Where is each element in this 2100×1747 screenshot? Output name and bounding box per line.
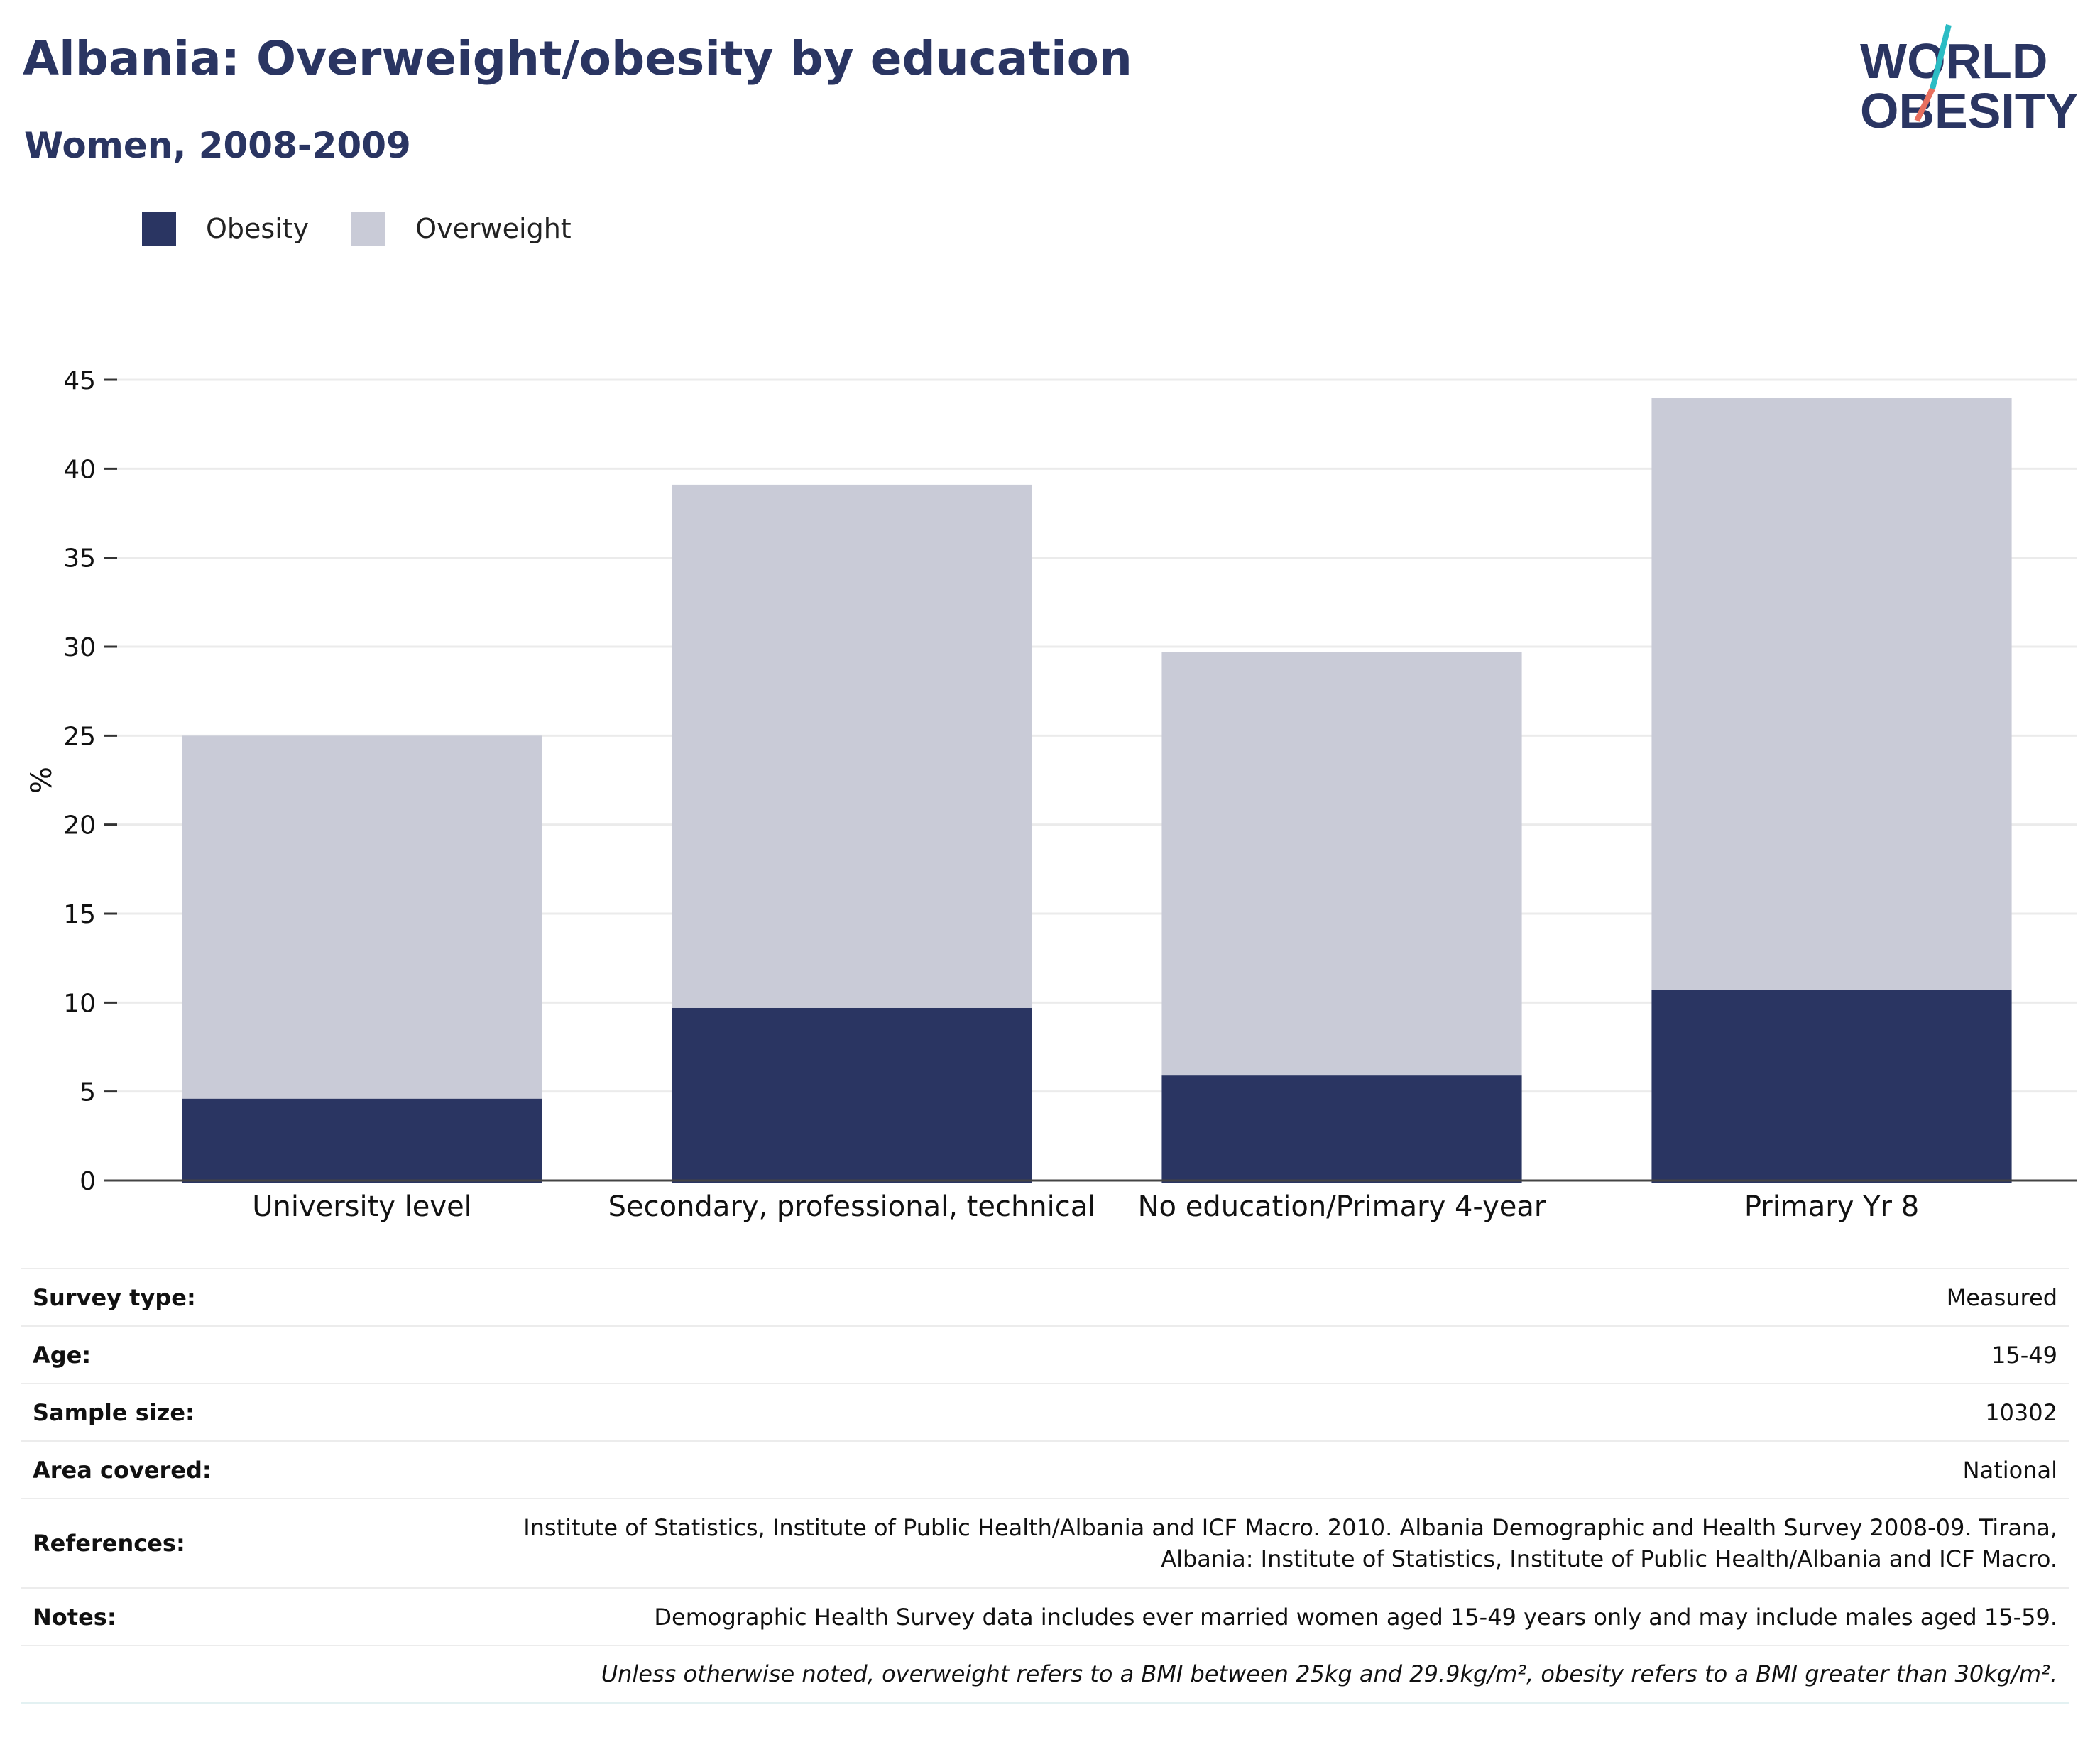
logo-line2: OBESITY xyxy=(1860,83,2078,138)
y-tick-label: 25 xyxy=(63,722,96,751)
legend-label-overweight: Overweight xyxy=(415,213,572,244)
table-row-sample-size: Sample size: 10302 xyxy=(21,1384,2069,1442)
bar-obesity-1 xyxy=(672,1007,1032,1183)
table-row-references: References: Institute of Statistics, Ins… xyxy=(21,1499,2069,1589)
bar-obesity-0 xyxy=(182,1098,542,1183)
chart-title: Albania: Overweight/obesity by education xyxy=(23,31,1132,86)
bar-overweight-2 xyxy=(1161,652,1522,1076)
x-tick-label: Secondary, professional, technical xyxy=(608,1190,1096,1223)
legend: Obesity Overweight xyxy=(142,212,614,246)
table-row-footnote: Unless otherwise noted, overweight refer… xyxy=(21,1646,2069,1704)
bar-overweight-1 xyxy=(672,484,1032,1008)
world-obesity-logo: WORLD OBESITY xyxy=(1860,24,2078,138)
legend-item-obesity: Obesity xyxy=(142,212,309,246)
y-axis-label: % xyxy=(26,767,58,794)
table-row-area-covered: Area covered: National xyxy=(21,1442,2069,1499)
row-value: Measured xyxy=(1946,1283,2057,1311)
y-tick-label: 0 xyxy=(80,1167,96,1196)
table-row-notes: Notes: Demographic Health Survey data in… xyxy=(21,1589,2069,1646)
row-value: Demographic Health Survey data includes … xyxy=(654,1603,2057,1631)
row-label: Sample size: xyxy=(33,1398,195,1426)
legend-swatch-overweight xyxy=(351,212,386,246)
y-tick-label: 5 xyxy=(80,1078,96,1107)
footnote-text: Unless otherwise noted, overweight refer… xyxy=(601,1660,2057,1687)
x-tick-label: No education/Primary 4-year xyxy=(1138,1190,1546,1223)
survey-details-table: Survey type: Measured Age: 15-49 Sample … xyxy=(21,1268,2069,1704)
logo-slash-coral-icon xyxy=(1914,87,1935,122)
row-label: References: xyxy=(33,1530,185,1557)
y-tick-label: 20 xyxy=(63,811,96,840)
x-tick-label: University level xyxy=(252,1190,472,1223)
row-value: Institute of Statistics, Institute of Pu… xyxy=(523,1514,2057,1572)
table-row-age: Age: 15-49 xyxy=(21,1327,2069,1384)
legend-swatch-obesity xyxy=(142,212,176,246)
chart-subtitle: Women, 2008-2009 xyxy=(24,125,411,166)
row-value: National xyxy=(1962,1456,2057,1484)
bar-overweight-0 xyxy=(182,735,542,1099)
x-tick-label: Primary Yr 8 xyxy=(1744,1190,1919,1223)
logo-slash-teal-icon xyxy=(1930,24,1952,89)
y-tick-label: 40 xyxy=(63,455,96,484)
row-label: Age: xyxy=(33,1341,92,1369)
row-label: Area covered: xyxy=(33,1456,212,1484)
row-label: Survey type: xyxy=(33,1283,196,1311)
y-tick-label: 35 xyxy=(63,544,96,574)
bar-overweight-3 xyxy=(1651,398,2012,990)
y-tick-label: 15 xyxy=(63,900,96,929)
stacked-bar-chart: 0 5 10 15 20 25 30 35 40 45% University level Secon… xyxy=(26,366,2077,1223)
y-tick-label: 10 xyxy=(63,989,96,1018)
row-label: Notes: xyxy=(33,1603,116,1631)
row-value: 10302 xyxy=(1985,1398,2057,1426)
legend-item-overweight: Overweight xyxy=(351,212,572,246)
logo-line1: WORLD xyxy=(1860,33,2047,89)
row-value: 15-49 xyxy=(1991,1341,2057,1369)
bar-obesity-2 xyxy=(1161,1075,1522,1183)
table-row-survey-type: Survey type: Measured xyxy=(21,1269,2069,1327)
y-tick-label: 30 xyxy=(63,633,96,662)
y-tick-label: 45 xyxy=(63,366,96,395)
legend-label-obesity: Obesity xyxy=(206,213,310,244)
bar-obesity-3 xyxy=(1651,990,2012,1183)
